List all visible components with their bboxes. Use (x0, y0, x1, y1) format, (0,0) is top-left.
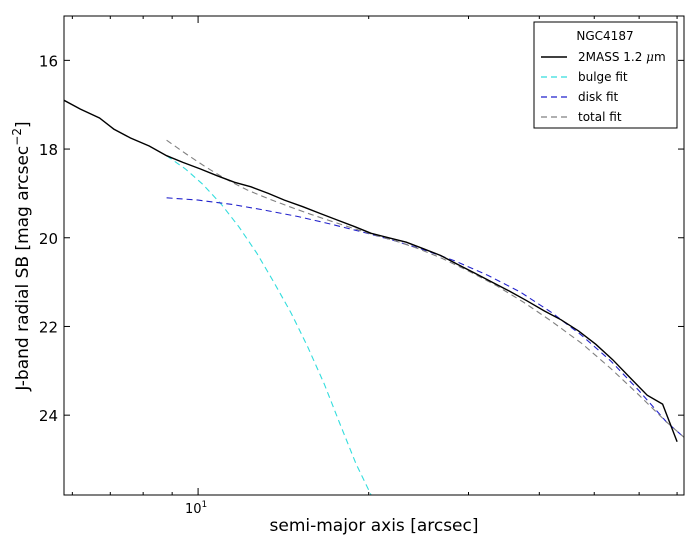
x-tick-label: 101 (185, 500, 207, 517)
legend-label-part: 2MASS 1.2 (578, 50, 646, 64)
x-axis-label: semi-major axis [arcsec] (270, 516, 479, 536)
y-tick-label: 20 (39, 230, 58, 248)
x-tick-label-base: 10 (185, 502, 202, 517)
plot-frame (63, 15, 685, 496)
y-axis-label-exponent: −2 (10, 128, 24, 146)
legend-box (533, 21, 678, 129)
y-tick-label: 22 (39, 318, 58, 336)
x-tick-label-exponent: 1 (201, 500, 207, 510)
plot-lines (64, 99, 684, 495)
legend-label-bulge-fit: bulge fit (578, 70, 628, 84)
axis-ticks: 16 18 20 22 24 101 (39, 16, 684, 517)
y-tick-label: 24 (39, 407, 58, 425)
legend: NGC4187 2MASS 1.2 μm bulge fit disk fit tot… (533, 21, 678, 129)
legend-title: NGC4187 (576, 29, 633, 43)
series-line-disk-fit (166, 197, 684, 438)
series-line-2mass-1-2-m (64, 99, 678, 443)
y-tick-label: 18 (39, 141, 58, 159)
y-axis-label-end: ] (13, 121, 33, 128)
legend-label-part: m (654, 50, 666, 64)
y-axis-label: J-band radial SB [mag arcsec−2] (10, 121, 33, 391)
legend-label-disk-fit: disk fit (578, 90, 619, 104)
y-axis-label-main: J-band radial SB [mag arcsec (13, 146, 33, 392)
legend-label-part: μ (646, 50, 654, 64)
legend-entries: 2MASS 1.2 μm bulge fit disk fit total fit (541, 50, 666, 124)
series-line-bulge-fit (166, 155, 372, 495)
legend-label-total-fit: total fit (578, 110, 622, 124)
legend-label-2mass-1-2-m: 2MASS 1.2 μm (578, 50, 666, 64)
y-tick-label: 16 (39, 52, 58, 70)
series-line-total-fit (166, 139, 684, 438)
